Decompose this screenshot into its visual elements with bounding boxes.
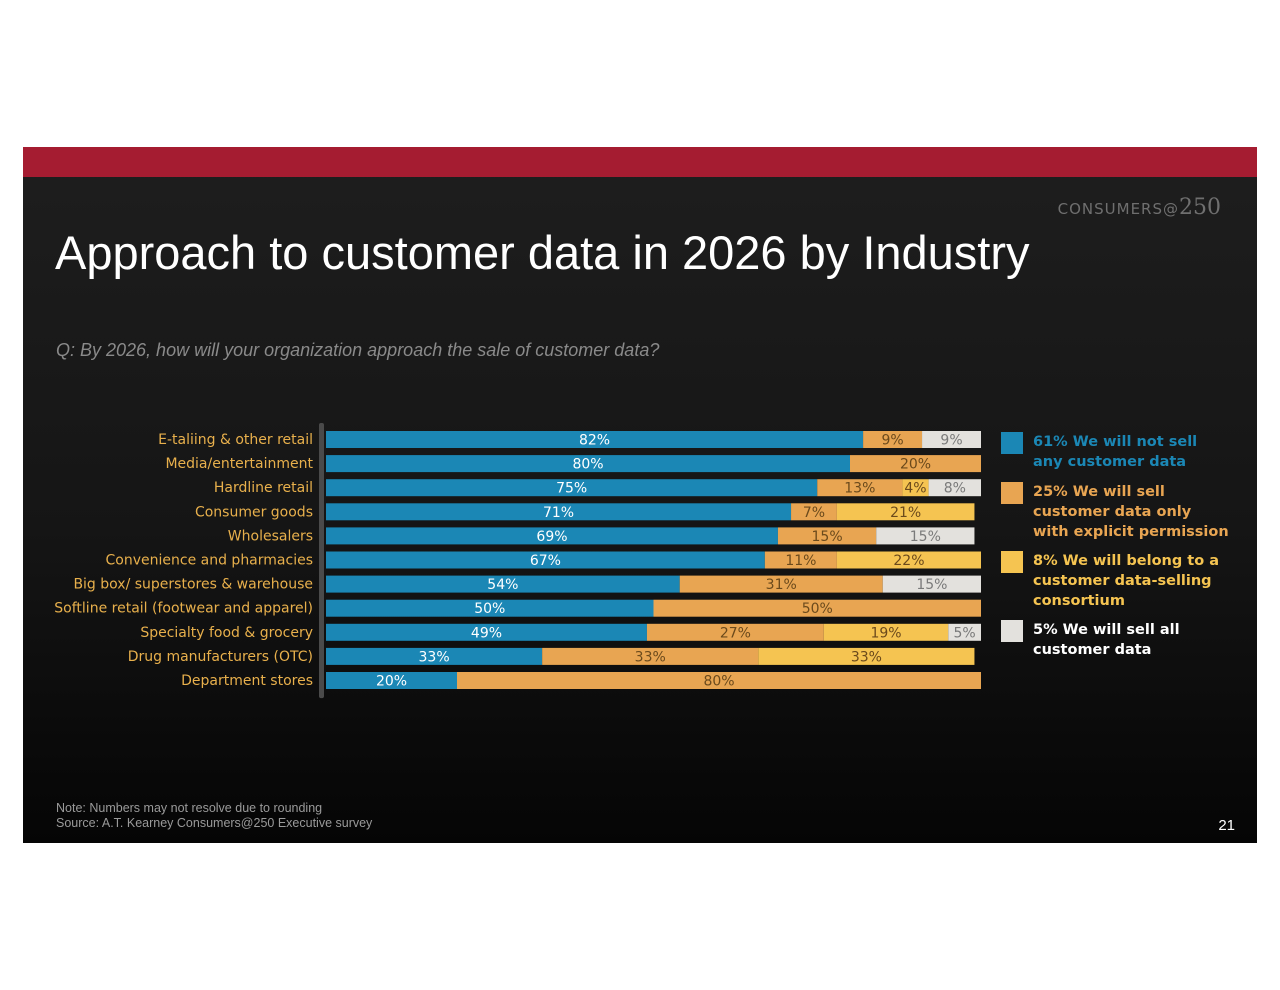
data-label-wholesalers-s1: 15% [812, 529, 843, 545]
bar-segment-big-box-superstores-warehouse-s3 [882, 575, 981, 593]
category-label-big-box-superstores-warehouse: Big box/ superstores & warehouse [73, 577, 313, 593]
data-label-e-taliing-other-retail-s1: 9% [881, 433, 903, 449]
bar-segment-hardline-retail-s1 [817, 479, 903, 497]
footnote-note: Note: Numbers may not resolve due to rou… [56, 801, 323, 815]
survey-question: Q: By 2026, how will your organization a… [56, 340, 660, 360]
stacked-bar-chart: E-taliing & other retail 82% 9% 9% Media/ent… [54, 423, 981, 699]
data-label-big-box-superstores-warehouse-s1: 31% [766, 577, 797, 593]
data-label-wholesalers-s3: 15% [910, 529, 941, 545]
legend-swatch-permission [1001, 482, 1023, 504]
bar-segment-consumer-goods-s0 [326, 503, 792, 521]
bar-segment-consumer-goods-s1 [791, 503, 837, 521]
data-label-drug-manufacturers-otc-s0: 33% [419, 649, 450, 665]
category-label-convenience-and-pharmacies: Convenience and pharmacies [106, 553, 313, 569]
data-label-drug-manufacturers-otc-s1: 33% [635, 649, 666, 665]
data-label-e-taliing-other-retail-s3: 9% [940, 433, 962, 449]
bar-segment-convenience-and-pharmacies-s0 [326, 551, 765, 569]
category-label-specialty-food-grocery: Specialty food & grocery [140, 625, 313, 641]
bar-segment-drug-manufacturers-otc-s0 [326, 647, 543, 665]
bar-segment-big-box-superstores-warehouse-s0 [326, 575, 680, 593]
data-label-big-box-superstores-warehouse-s3: 15% [916, 577, 947, 593]
data-label-softline-retail-footwear-and-apparel-s1: 50% [802, 601, 833, 617]
bar-segment-wholesalers-s1 [777, 527, 877, 545]
bar-segment-convenience-and-pharmacies-s2 [836, 551, 981, 569]
category-label-hardline-retail: Hardline retail [214, 480, 313, 496]
data-label-convenience-and-pharmacies-s0: 67% [530, 553, 561, 569]
data-label-consumer-goods-s1: 7% [803, 505, 825, 521]
bar-segment-wholesalers-s3 [876, 527, 975, 545]
legend-label-consortium: 8% We will belong to a customer data-sel… [1033, 553, 1220, 609]
data-label-specialty-food-grocery-s0: 49% [471, 625, 502, 641]
legend-swatch-sell-all [1001, 620, 1023, 642]
bar-segment-department-stores-s1 [457, 672, 981, 689]
data-label-softline-retail-footwear-and-apparel-s0: 50% [474, 601, 505, 617]
bar-segment-hardline-retail-s3 [928, 479, 981, 497]
data-label-department-stores-s1: 80% [703, 674, 734, 690]
brand-number: 250 [1179, 195, 1221, 220]
data-label-department-stores-s0: 20% [376, 674, 407, 690]
data-label-hardline-retail-s0: 75% [556, 481, 587, 497]
data-label-drug-manufacturers-otc-s2: 33% [851, 649, 882, 665]
category-label-wholesalers: Wholesalers [228, 528, 313, 544]
legend-label-sell-all: 5% We will sell all customer data [1033, 622, 1180, 658]
bar-segment-specialty-food-grocery-s2 [823, 623, 949, 641]
bar-segment-hardline-retail-s0 [326, 479, 818, 497]
data-label-media-entertainment-s1: 20% [900, 457, 931, 473]
data-label-consumer-goods-s2: 21% [890, 505, 921, 521]
bar-segment-drug-manufacturers-otc-s2 [758, 647, 975, 665]
bar-segment-softline-retail-footwear-and-apparel-s0 [326, 599, 654, 617]
brand-text: CONSUMERS@ [1057, 200, 1179, 218]
bar-segment-hardline-retail-s2 [902, 479, 929, 497]
top-accent-bar [23, 147, 1257, 177]
bar-segment-specialty-food-grocery-s1 [646, 623, 824, 641]
bar-segment-convenience-and-pharmacies-s1 [764, 551, 837, 569]
bar-segment-specialty-food-grocery-s3 [948, 623, 981, 641]
data-label-convenience-and-pharmacies-s2: 22% [893, 553, 924, 569]
bar-segment-media-entertainment-s1 [850, 455, 981, 473]
data-label-big-box-superstores-warehouse-s0: 54% [487, 577, 518, 593]
slide-title: Approach to customer data in 2026 by Ind… [55, 226, 1030, 279]
category-label-consumer-goods: Consumer goods [195, 504, 313, 520]
data-label-wholesalers-s0: 69% [536, 529, 567, 545]
footnote-source: Source: A.T. Kearney Consumers@250 Execu… [56, 816, 373, 830]
bar-segment-department-stores-s0 [326, 672, 457, 689]
category-label-media-entertainment: Media/entertainment [165, 456, 313, 472]
slide: CONSUMERS@250 Approach to customer data … [23, 147, 1257, 843]
data-label-hardline-retail-s2: 4% [904, 481, 926, 497]
bar-segment-e-taliing-other-retail-s1 [863, 431, 923, 448]
data-label-media-entertainment-s0: 80% [572, 457, 603, 473]
category-label-softline-retail-footwear-and-apparel: Softline retail (footwear and apparel) [54, 601, 313, 617]
data-label-consumer-goods-s0: 71% [543, 505, 574, 521]
data-label-specialty-food-grocery-s3: 5% [954, 625, 976, 641]
bar-segment-consumer-goods-s2 [836, 503, 975, 521]
page-number: 21 [1218, 817, 1235, 834]
y-axis-line [319, 423, 324, 699]
category-label-drug-manufacturers-otc: Drug manufacturers (OTC) [128, 649, 313, 665]
legend-swatch-consortium [1001, 551, 1023, 573]
data-label-hardline-retail-s3: 8% [944, 481, 966, 497]
legend-label-permission: 25% We will sell customer data only with… [1033, 484, 1229, 540]
brand-logo: CONSUMERS@250 [1058, 195, 1221, 220]
data-label-specialty-food-grocery-s1: 27% [720, 625, 751, 641]
bar-segment-big-box-superstores-warehouse-s1 [679, 575, 883, 593]
data-label-specialty-food-grocery-s2: 19% [870, 625, 901, 641]
bar-segment-drug-manufacturers-otc-s1 [542, 647, 759, 665]
bar-segment-media-entertainment-s0 [326, 455, 850, 473]
bar-segment-e-taliing-other-retail-s0 [326, 431, 864, 448]
bar-segment-wholesalers-s0 [326, 527, 778, 545]
bar-segment-e-taliing-other-retail-s3 [922, 431, 981, 448]
legend-swatch-not-sell [1001, 432, 1023, 454]
legend-label-not-sell: 61% We will not sell any customer data [1033, 434, 1198, 470]
category-label-e-taliing-other-retail: E-taliing & other retail [158, 432, 313, 448]
data-label-hardline-retail-s1: 13% [844, 481, 875, 497]
bar-segment-specialty-food-grocery-s0 [326, 623, 647, 641]
category-label-department-stores: Department stores [181, 673, 313, 689]
data-label-convenience-and-pharmacies-s1: 11% [785, 553, 816, 569]
data-label-e-taliing-other-retail-s0: 82% [579, 433, 610, 449]
bar-segment-softline-retail-footwear-and-apparel-s1 [653, 599, 981, 617]
